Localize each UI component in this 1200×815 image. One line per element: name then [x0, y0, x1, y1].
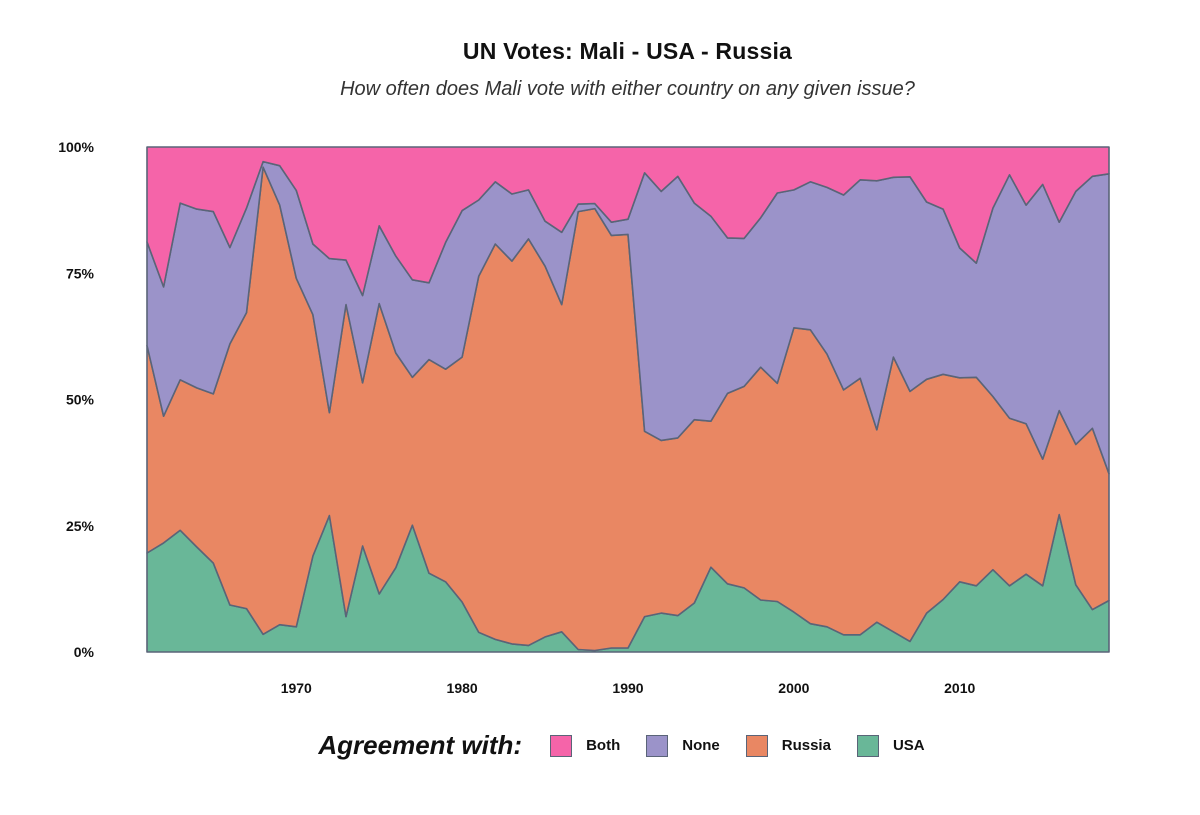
legend-label-usa: USA [892, 737, 925, 754]
legend: Agreement with: Both None Russia USA [0, 730, 1200, 761]
y-tick-label: 100% [58, 139, 94, 155]
x-tick-label: 2010 [944, 680, 975, 696]
legend-swatch-none [646, 734, 669, 757]
x-tick-label: 1980 [447, 680, 478, 696]
legend-item-usa: USA [856, 734, 925, 757]
x-tick-label: 1990 [612, 680, 643, 696]
x-tick-label: 2000 [778, 680, 809, 696]
y-tick-label: 0% [74, 644, 95, 660]
legend-swatch-usa [856, 734, 879, 757]
chart-subtitle: How often does Mali vote with either cou… [340, 78, 915, 100]
y-tick-label: 50% [66, 392, 95, 408]
legend-item-russia: Russia [745, 734, 831, 757]
legend-label-russia: Russia [781, 737, 831, 754]
legend-label-none: None [682, 737, 720, 754]
legend-swatch-russia [745, 734, 768, 757]
legend-item-none: None [646, 734, 720, 757]
chart-title: UN Votes: Mali - USA - Russia [462, 38, 793, 64]
legend-label-both: Both [586, 737, 621, 754]
y-tick-label: 75% [66, 265, 95, 281]
legend-swatch-both [550, 734, 573, 757]
legend-item-both: Both [550, 734, 621, 757]
area-both [146, 146, 1110, 297]
legend-title: Agreement with: [318, 730, 523, 760]
x-tick-label: 1970 [281, 680, 312, 696]
y-tick-label: 25% [66, 518, 95, 534]
